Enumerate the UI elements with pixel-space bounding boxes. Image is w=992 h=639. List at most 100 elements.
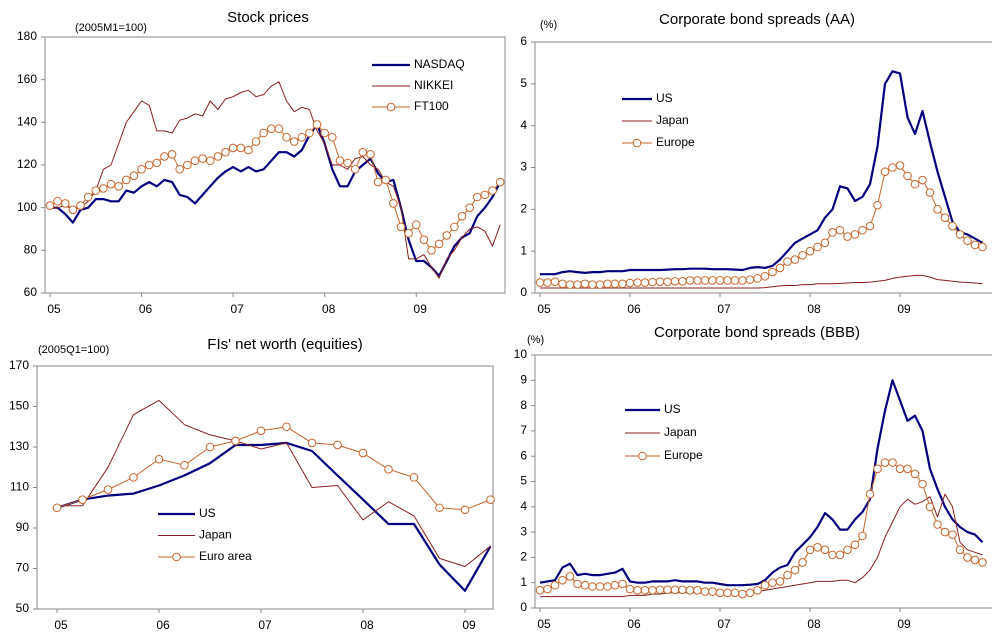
point-marker [783,570,792,580]
point-marker [373,177,383,187]
unit-note: (%) [527,334,544,346]
point-marker [910,179,920,189]
chart-title: Corporate bond spreads (AA) [659,11,855,28]
point-marker [144,160,154,170]
point-marker [940,213,950,222]
point-marker [790,565,800,575]
x-tick-label: 09 [897,617,911,631]
y-tick-label: 7 [520,423,527,437]
x-tick-label: 09 [462,618,476,632]
point-marker [221,147,230,157]
point-marker [333,440,342,450]
point-marker [457,211,467,221]
legend-label: US [664,402,681,416]
point-marker [678,585,687,595]
point-marker [805,545,815,555]
point-marker [805,246,815,256]
point-marker [282,422,291,432]
point-marker [389,199,398,208]
point-marker [633,585,642,595]
point-marker [700,587,710,596]
point-marker [760,271,770,281]
point-marker [820,238,830,248]
point-marker [880,458,890,467]
x-tick-label: 09 [414,302,428,316]
point-marker [678,276,687,286]
point-marker [655,585,665,595]
point-marker [955,230,965,239]
point-marker [450,222,459,232]
y-tick-label: 180 [17,29,37,43]
legend-marker [386,102,396,112]
point-marker [685,276,695,285]
point-marker [655,277,665,287]
point-marker [297,132,307,142]
point-marker [618,579,627,589]
series-line [50,123,502,277]
point-marker [213,152,223,161]
point-marker [663,277,672,287]
point-marker [738,589,747,599]
x-tick-label: 05 [537,302,551,316]
y-tick-label: 0 [520,285,527,299]
y-tick-label: 80 [24,243,38,257]
point-marker [205,442,215,452]
point-marker [122,175,131,185]
point-marker [813,542,822,552]
x-tick-label: 05 [537,617,551,631]
point-marker [663,585,672,595]
point-marker [434,239,444,249]
point-marker [106,179,116,189]
point-marker [45,201,55,210]
point-marker [335,156,345,166]
series-line [50,81,501,279]
point-marker [573,579,582,589]
point-marker [820,545,830,555]
point-marker [745,588,755,598]
point-marker [282,132,291,142]
point-marker [633,278,642,287]
point-marker [251,137,261,146]
point-marker [588,280,597,289]
point-marker [910,469,920,479]
y-tick-label: 1 [520,575,527,589]
y-tick-label: 140 [17,115,37,129]
point-marker [828,550,837,560]
unit-note: (2005M1=100) [75,22,147,34]
point-marker [858,531,867,541]
y-tick-label: 2 [520,550,527,564]
point-marker [535,278,545,287]
point-marker [137,164,146,174]
x-tick-label: 07 [258,618,272,632]
point-marker [256,426,266,436]
series-line [540,274,983,289]
point-marker [91,186,101,195]
point-marker [543,584,552,594]
point-marker [775,263,785,273]
point-marker [404,228,413,238]
point-marker [843,545,852,555]
point-marker [320,128,329,138]
point-marker [955,545,965,555]
point-marker [753,274,762,283]
point-marker [610,580,620,590]
legend-label: US [199,506,216,520]
point-marker [274,124,284,134]
point-marker [888,163,897,172]
legend-label: Europe [664,448,703,462]
point-marker [700,276,710,285]
point-marker [543,278,552,287]
point-marker [843,232,852,241]
point-marker [685,585,695,595]
point-marker [948,221,957,231]
point-marker [625,584,635,594]
series-line [56,441,492,592]
x-tick-label: 07 [717,302,731,316]
x-tick-label: 08 [322,302,336,316]
point-marker [198,154,207,163]
x-tick-label: 06 [139,302,153,316]
point-marker [970,240,980,250]
point-marker [236,143,246,153]
series-line [56,426,491,511]
point-marker [738,276,747,285]
